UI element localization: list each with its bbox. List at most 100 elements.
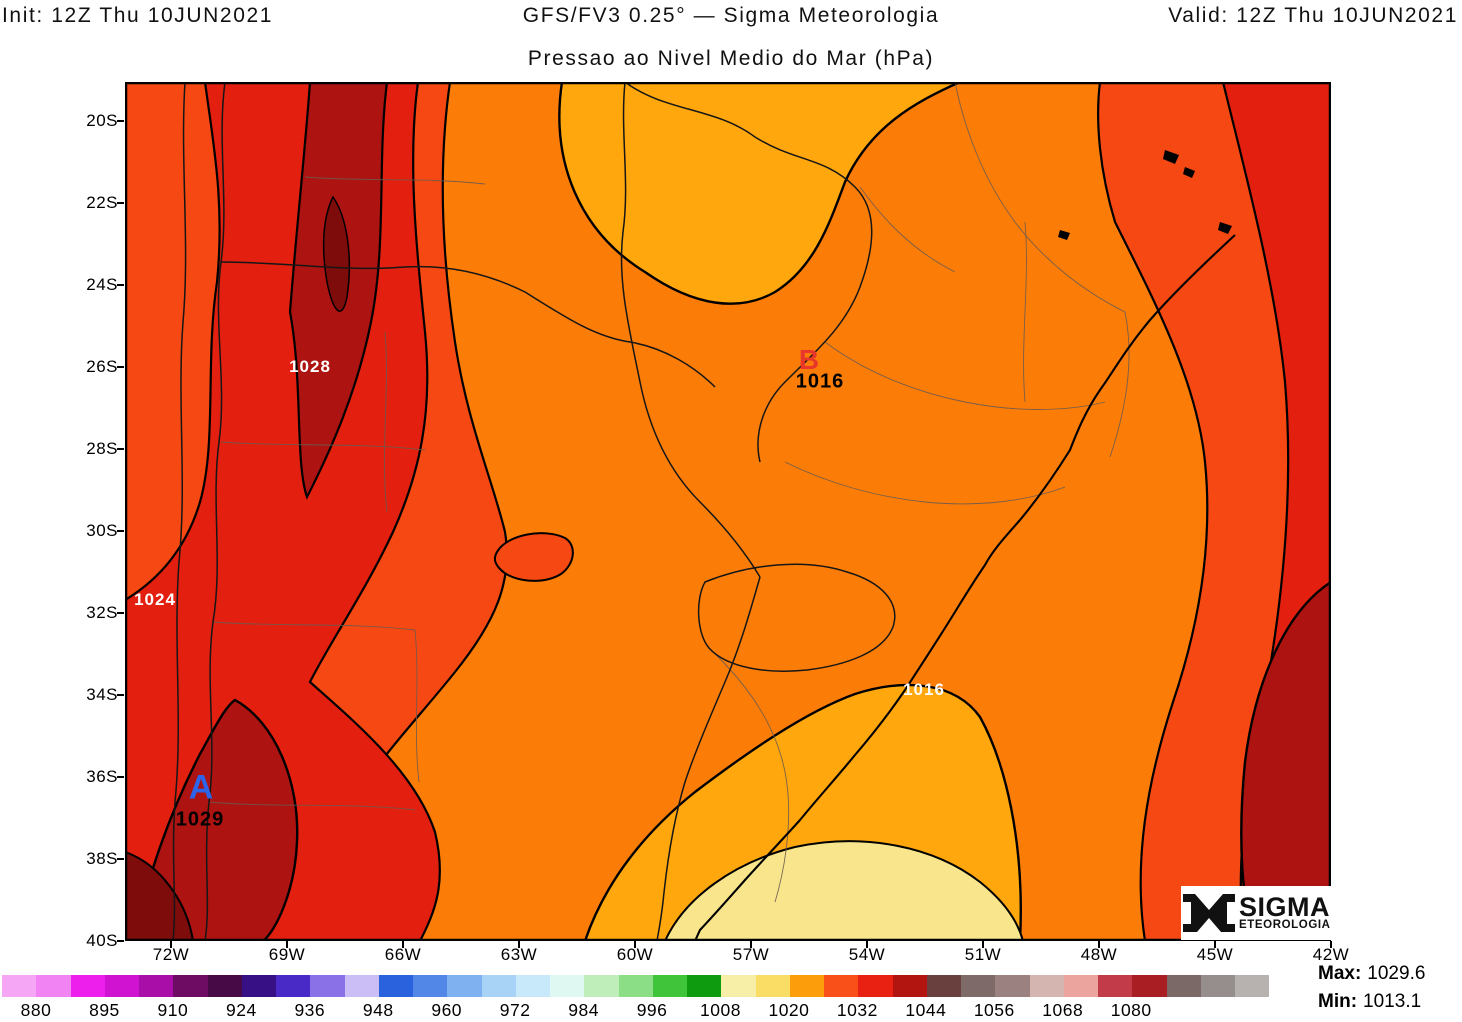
lat-tick-mark (117, 694, 124, 696)
field-min-stat: Min: 1013.1 (1318, 991, 1421, 1013)
pressure-field-canvas (123, 80, 1333, 943)
lon-tick-mark (518, 941, 520, 948)
colorbar-tick-label: 1056 (973, 1000, 1015, 1020)
lat-tick-mark (117, 366, 124, 368)
pressure-map (123, 80, 1333, 943)
max-label: Max: (1318, 963, 1362, 984)
lon-tick-label: 69W (268, 945, 306, 964)
band-andes-darkest-core (322, 195, 351, 312)
high-center-A-symbol: A (188, 768, 214, 807)
colorbar-cell (36, 975, 71, 997)
lat-tick-label: 40S (86, 931, 118, 950)
lat-tick-mark (117, 448, 124, 450)
lat-tick-label: 30S (86, 521, 118, 540)
band-pale-yellow-min (663, 840, 1025, 942)
colorbar-cell (858, 975, 893, 997)
colorbar-tick-label: 936 (294, 1000, 326, 1020)
lat-tick-mark (117, 612, 124, 614)
lon-tick-label: 63W (500, 945, 538, 964)
colorbar-cell (104, 975, 139, 997)
sigma-m-logo-icon (1183, 894, 1235, 932)
lat-tick-label: 38S (86, 849, 118, 868)
colorbar-tick-label: 996 (636, 1000, 668, 1020)
colorbar-cell (618, 975, 653, 997)
colorbar-cell (550, 975, 585, 997)
colorbar-cell (1029, 975, 1064, 997)
lon-tick-label: 66W (384, 945, 422, 964)
pressure-colorbar (2, 975, 1270, 997)
colorbar-cell (207, 975, 242, 997)
colorbar-cell (824, 975, 859, 997)
min-label: Min: (1318, 991, 1358, 1012)
lon-tick-label: 45W (1196, 945, 1234, 964)
colorbar-cell (995, 975, 1030, 997)
colorbar-cell (961, 975, 996, 997)
coastline (694, 234, 1236, 942)
colorbar-cell (721, 975, 756, 997)
band-golden-top (558, 80, 961, 305)
lon-tick-mark (402, 941, 404, 948)
colorbar-cell (481, 975, 516, 997)
low-center-B-symbol: B (798, 344, 820, 375)
lon-tick-mark (750, 941, 752, 948)
contour-label-1024: 1024 (134, 590, 176, 609)
sigma-meteorologia-logo: SIGMA ETEOROLOGIA (1181, 886, 1331, 940)
colorbar-cell (241, 975, 276, 997)
colorbar-tick-label: 984 (568, 1000, 599, 1020)
lon-tick-label: 54W (848, 945, 886, 964)
colorbar-cell (70, 975, 105, 997)
band-small-closed-low (493, 532, 574, 582)
high-center-A-value: 1029 (175, 808, 225, 831)
lon-tick-label: 57W (732, 945, 770, 964)
colorbar-cell (1235, 975, 1270, 997)
colorbar-tick-label: 1008 (700, 1000, 741, 1020)
lon-tick-mark (634, 941, 636, 948)
colorbar-tick-label: 1044 (905, 1000, 947, 1020)
colorbar-tick-label: 1068 (1042, 1000, 1084, 1020)
country-borders (172, 81, 896, 942)
lon-tick-mark (866, 941, 868, 948)
lon-tick-label: 72W (152, 945, 190, 964)
min-value: 1013.1 (1363, 991, 1422, 1012)
lat-tick-mark (117, 202, 124, 204)
field-max-stat: Max: 1029.6 (1318, 963, 1425, 985)
colorbar-cell (926, 975, 961, 997)
colorbar-tick-label: 924 (225, 1000, 257, 1020)
lat-tick-label: 22S (86, 193, 118, 212)
colorbar-tick-label: 895 (89, 1000, 120, 1020)
lat-tick-label: 24S (86, 275, 118, 294)
init-time-label: Init: 12Z Thu 10JUN2021 (2, 4, 274, 27)
colorbar-cell (584, 975, 619, 997)
lat-tick-mark (117, 940, 124, 942)
lat-tick-mark (117, 120, 124, 122)
lon-tick-label: 51W (964, 945, 1002, 964)
colorbar-cell (755, 975, 790, 997)
colorbar-cell (515, 975, 550, 997)
chart-title: Pressao ao Nivel Medio do Mar (hPa) (527, 47, 935, 70)
lat-tick-mark (117, 530, 124, 532)
colorbar-cell (1200, 975, 1235, 997)
colorbar-tick-label: 1020 (768, 1000, 810, 1020)
colorbar-cell (2, 975, 37, 997)
colorbar-cell (1132, 975, 1167, 997)
colorbar-cell (687, 975, 722, 997)
colorbar-cell (413, 975, 448, 997)
lakes-islands (1058, 150, 1232, 240)
contour-label-1028: 1028 (289, 357, 331, 376)
lon-tick-mark (982, 941, 984, 948)
colorbar-tick-label: 1080 (1110, 1000, 1152, 1020)
colorbar-cell (892, 975, 927, 997)
valid-time-label: Valid: 12Z Thu 10JUN2021 (1168, 4, 1458, 27)
lon-tick-label: 42W (1312, 945, 1350, 964)
colorbar-tick-label: 1032 (836, 1000, 878, 1020)
lon-tick-mark (170, 941, 172, 948)
model-name-label: GFS/FV3 0.25° — Sigma Meteorologia (522, 4, 940, 27)
lon-tick-label: 60W (616, 945, 654, 964)
state-borders (208, 81, 1130, 903)
logo-name: SIGMA (1239, 891, 1331, 922)
colorbar-cell (1166, 975, 1201, 997)
lat-tick-label: 26S (86, 357, 118, 376)
colorbar-cell (789, 975, 824, 997)
plot-frame (124, 81, 1332, 942)
